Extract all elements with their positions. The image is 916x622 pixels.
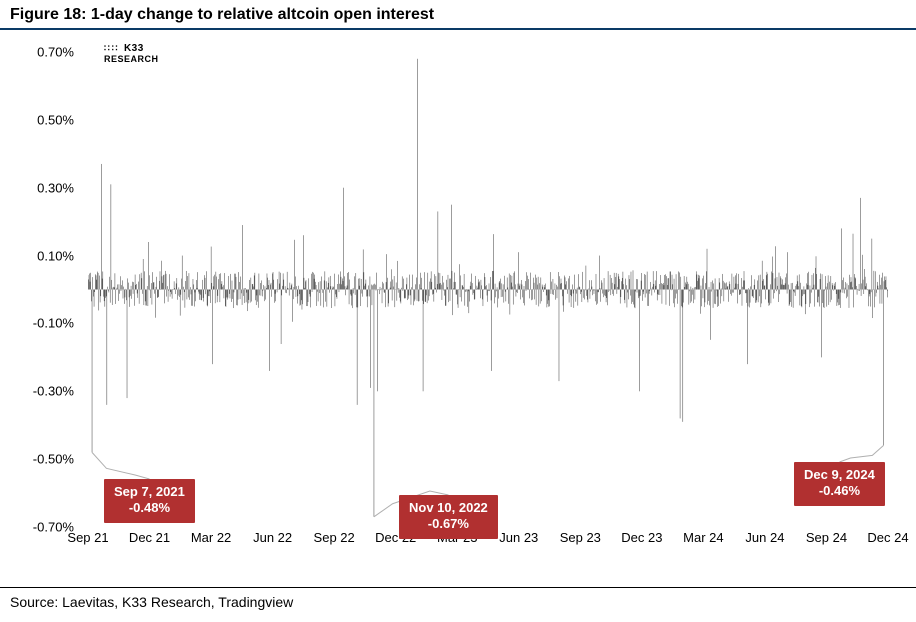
y-tick-label: -0.30% [0, 384, 74, 399]
y-tick-label: 0.70% [0, 45, 74, 60]
x-tick-label: Sep 21 [67, 530, 108, 545]
x-tick-label: Jun 23 [499, 530, 538, 545]
x-tick-label: Jun 24 [745, 530, 784, 545]
annotation-box: Sep 7, 2021 -0.48% [104, 479, 195, 523]
annotation-box: Dec 9, 2024 -0.46% [794, 462, 885, 506]
x-tick-label: Dec 21 [129, 530, 170, 545]
y-tick-label: -0.10% [0, 316, 74, 331]
x-tick-label: Dec 23 [621, 530, 662, 545]
x-tick-label: Mar 22 [191, 530, 231, 545]
y-tick-label: -0.70% [0, 520, 74, 535]
figure-title: Figure 18: 1-day change to relative altc… [0, 0, 916, 30]
x-tick-label: Jun 22 [253, 530, 292, 545]
annotation-date: Dec 9, 2024 [804, 467, 875, 483]
x-tick-label: Sep 23 [560, 530, 601, 545]
chart-plot [88, 52, 888, 527]
figure-source: Source: Laevitas, K33 Research, Tradingv… [0, 587, 916, 610]
annotation-date: Nov 10, 2022 [409, 500, 488, 516]
y-axis-labels: -0.70%-0.50%-0.30%-0.10%0.10%0.30%0.50%0… [0, 52, 80, 527]
y-tick-label: 0.10% [0, 248, 74, 263]
x-tick-label: Mar 24 [683, 530, 723, 545]
x-tick-label: Sep 22 [314, 530, 355, 545]
y-tick-label: -0.50% [0, 452, 74, 467]
annotation-date: Sep 7, 2021 [114, 484, 185, 500]
annotation-value: -0.67% [409, 516, 488, 532]
x-tick-label: Sep 24 [806, 530, 847, 545]
annotation-value: -0.46% [804, 483, 875, 499]
y-tick-label: 0.30% [0, 180, 74, 195]
x-tick-label: Dec 24 [867, 530, 908, 545]
annotation-box: Nov 10, 2022 -0.67% [399, 495, 498, 539]
chart-area: ∷∷ K33 RESEARCH -0.70%-0.50%-0.30%-0.10%… [0, 30, 916, 570]
y-tick-label: 0.50% [0, 112, 74, 127]
annotation-value: -0.48% [114, 500, 185, 516]
